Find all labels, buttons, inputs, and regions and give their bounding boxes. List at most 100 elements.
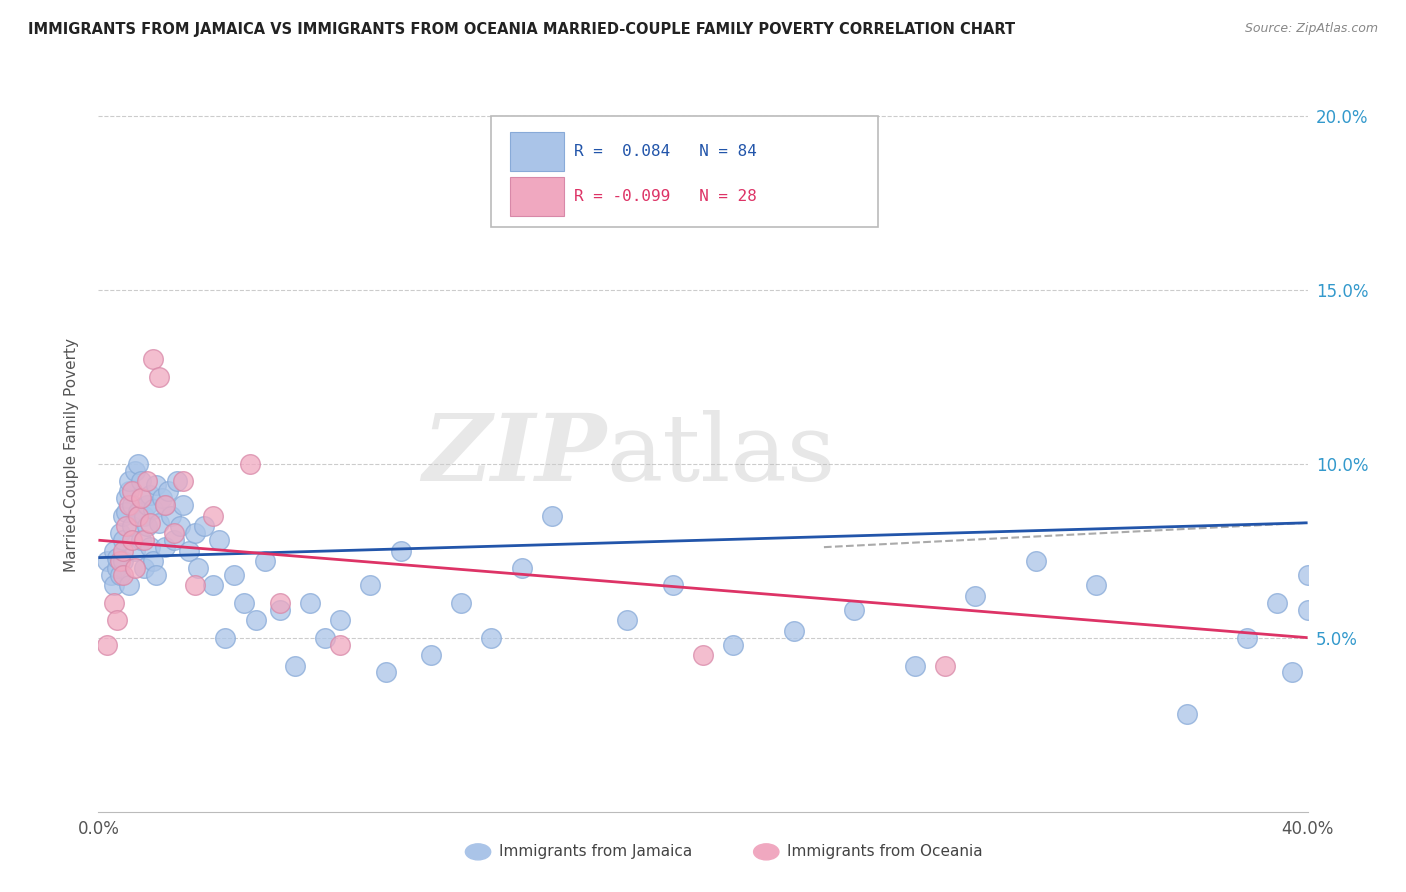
Point (142, 554, 165, 568)
Point (118, 484, 141, 499)
Point (142, 352, 165, 367)
Point (100, 568, 122, 582)
Point (208, 533, 231, 548)
Text: ZIP: ZIP (422, 410, 606, 500)
Point (108, 526, 131, 541)
Point (904, 658, 927, 673)
Point (150, 491, 173, 506)
Text: R = -0.099   N = 28: R = -0.099 N = 28 (574, 189, 756, 204)
Point (202, 578, 225, 592)
Point (1085, 578, 1108, 592)
Point (129, 491, 152, 506)
Point (114, 491, 136, 506)
Bar (509, 132, 564, 171)
Point (108, 568, 131, 582)
Point (172, 499, 194, 513)
Point (571, 185, 593, 199)
Bar (509, 177, 564, 216)
Text: IMMIGRANTS FROM JAMAICA VS IMMIGRANTS FROM OCEANIA MARRIED-COUPLE FAMILY POVERTY: IMMIGRANTS FROM JAMAICA VS IMMIGRANTS FR… (28, 22, 1015, 37)
Point (166, 474, 188, 488)
Point (132, 533, 155, 548)
Point (253, 554, 276, 568)
Point (934, 658, 956, 673)
Text: Immigrants from Oceania: Immigrants from Oceania (787, 845, 983, 859)
Point (193, 519, 215, 533)
Point (135, 474, 157, 488)
Point (156, 484, 179, 499)
Point (135, 499, 157, 513)
Point (142, 501, 165, 516)
Point (105, 550, 128, 565)
Point (692, 648, 714, 662)
Point (114, 505, 136, 519)
Point (1296, 568, 1319, 582)
Point (139, 516, 162, 530)
Point (96, 554, 118, 568)
Point (616, 613, 638, 627)
Text: Immigrants from Jamaica: Immigrants from Jamaica (499, 845, 692, 859)
Point (118, 499, 141, 513)
Point (139, 540, 162, 554)
Point (118, 474, 141, 488)
Point (239, 457, 262, 471)
Text: R =  0.084   N = 84: R = 0.084 N = 84 (574, 145, 756, 159)
Point (96, 638, 118, 652)
Point (269, 603, 291, 617)
Point (118, 578, 141, 592)
Point (374, 665, 396, 680)
Point (148, 369, 170, 384)
Point (1236, 631, 1258, 645)
Point (132, 561, 155, 575)
Point (662, 578, 685, 592)
Point (540, 508, 562, 523)
Point (145, 568, 167, 582)
Point (103, 578, 125, 592)
Point (129, 533, 152, 548)
Point (139, 488, 162, 502)
Point (450, 596, 472, 610)
Point (127, 457, 149, 471)
Point (172, 474, 194, 488)
Point (163, 533, 186, 548)
Point (111, 508, 134, 523)
Point (269, 596, 291, 610)
Point (1024, 554, 1046, 568)
Point (121, 519, 143, 533)
Text: Source: ZipAtlas.com: Source: ZipAtlas.com (1244, 22, 1378, 36)
Point (1296, 603, 1319, 617)
Point (132, 508, 155, 523)
Point (121, 499, 143, 513)
Point (783, 624, 806, 638)
Point (360, 578, 382, 592)
Point (169, 519, 191, 533)
Point (127, 505, 149, 519)
Point (184, 526, 207, 541)
Point (232, 596, 254, 610)
Point (129, 474, 152, 488)
Point (105, 613, 128, 627)
Point (314, 631, 336, 645)
Point (153, 540, 176, 554)
Point (124, 543, 146, 558)
Point (202, 508, 225, 523)
Point (1175, 707, 1198, 722)
Point (299, 596, 322, 610)
Point (1281, 665, 1303, 680)
Point (103, 596, 125, 610)
Point (111, 554, 134, 568)
Point (124, 464, 146, 478)
Point (163, 526, 186, 541)
Point (153, 499, 176, 513)
Point (420, 648, 443, 662)
Point (148, 516, 170, 530)
Point (111, 533, 134, 548)
FancyBboxPatch shape (492, 116, 879, 227)
Point (135, 519, 157, 533)
Point (111, 568, 134, 582)
Point (114, 519, 136, 533)
Point (844, 603, 866, 617)
Point (245, 613, 267, 627)
Point (108, 554, 131, 568)
Point (329, 613, 352, 627)
Point (214, 631, 236, 645)
